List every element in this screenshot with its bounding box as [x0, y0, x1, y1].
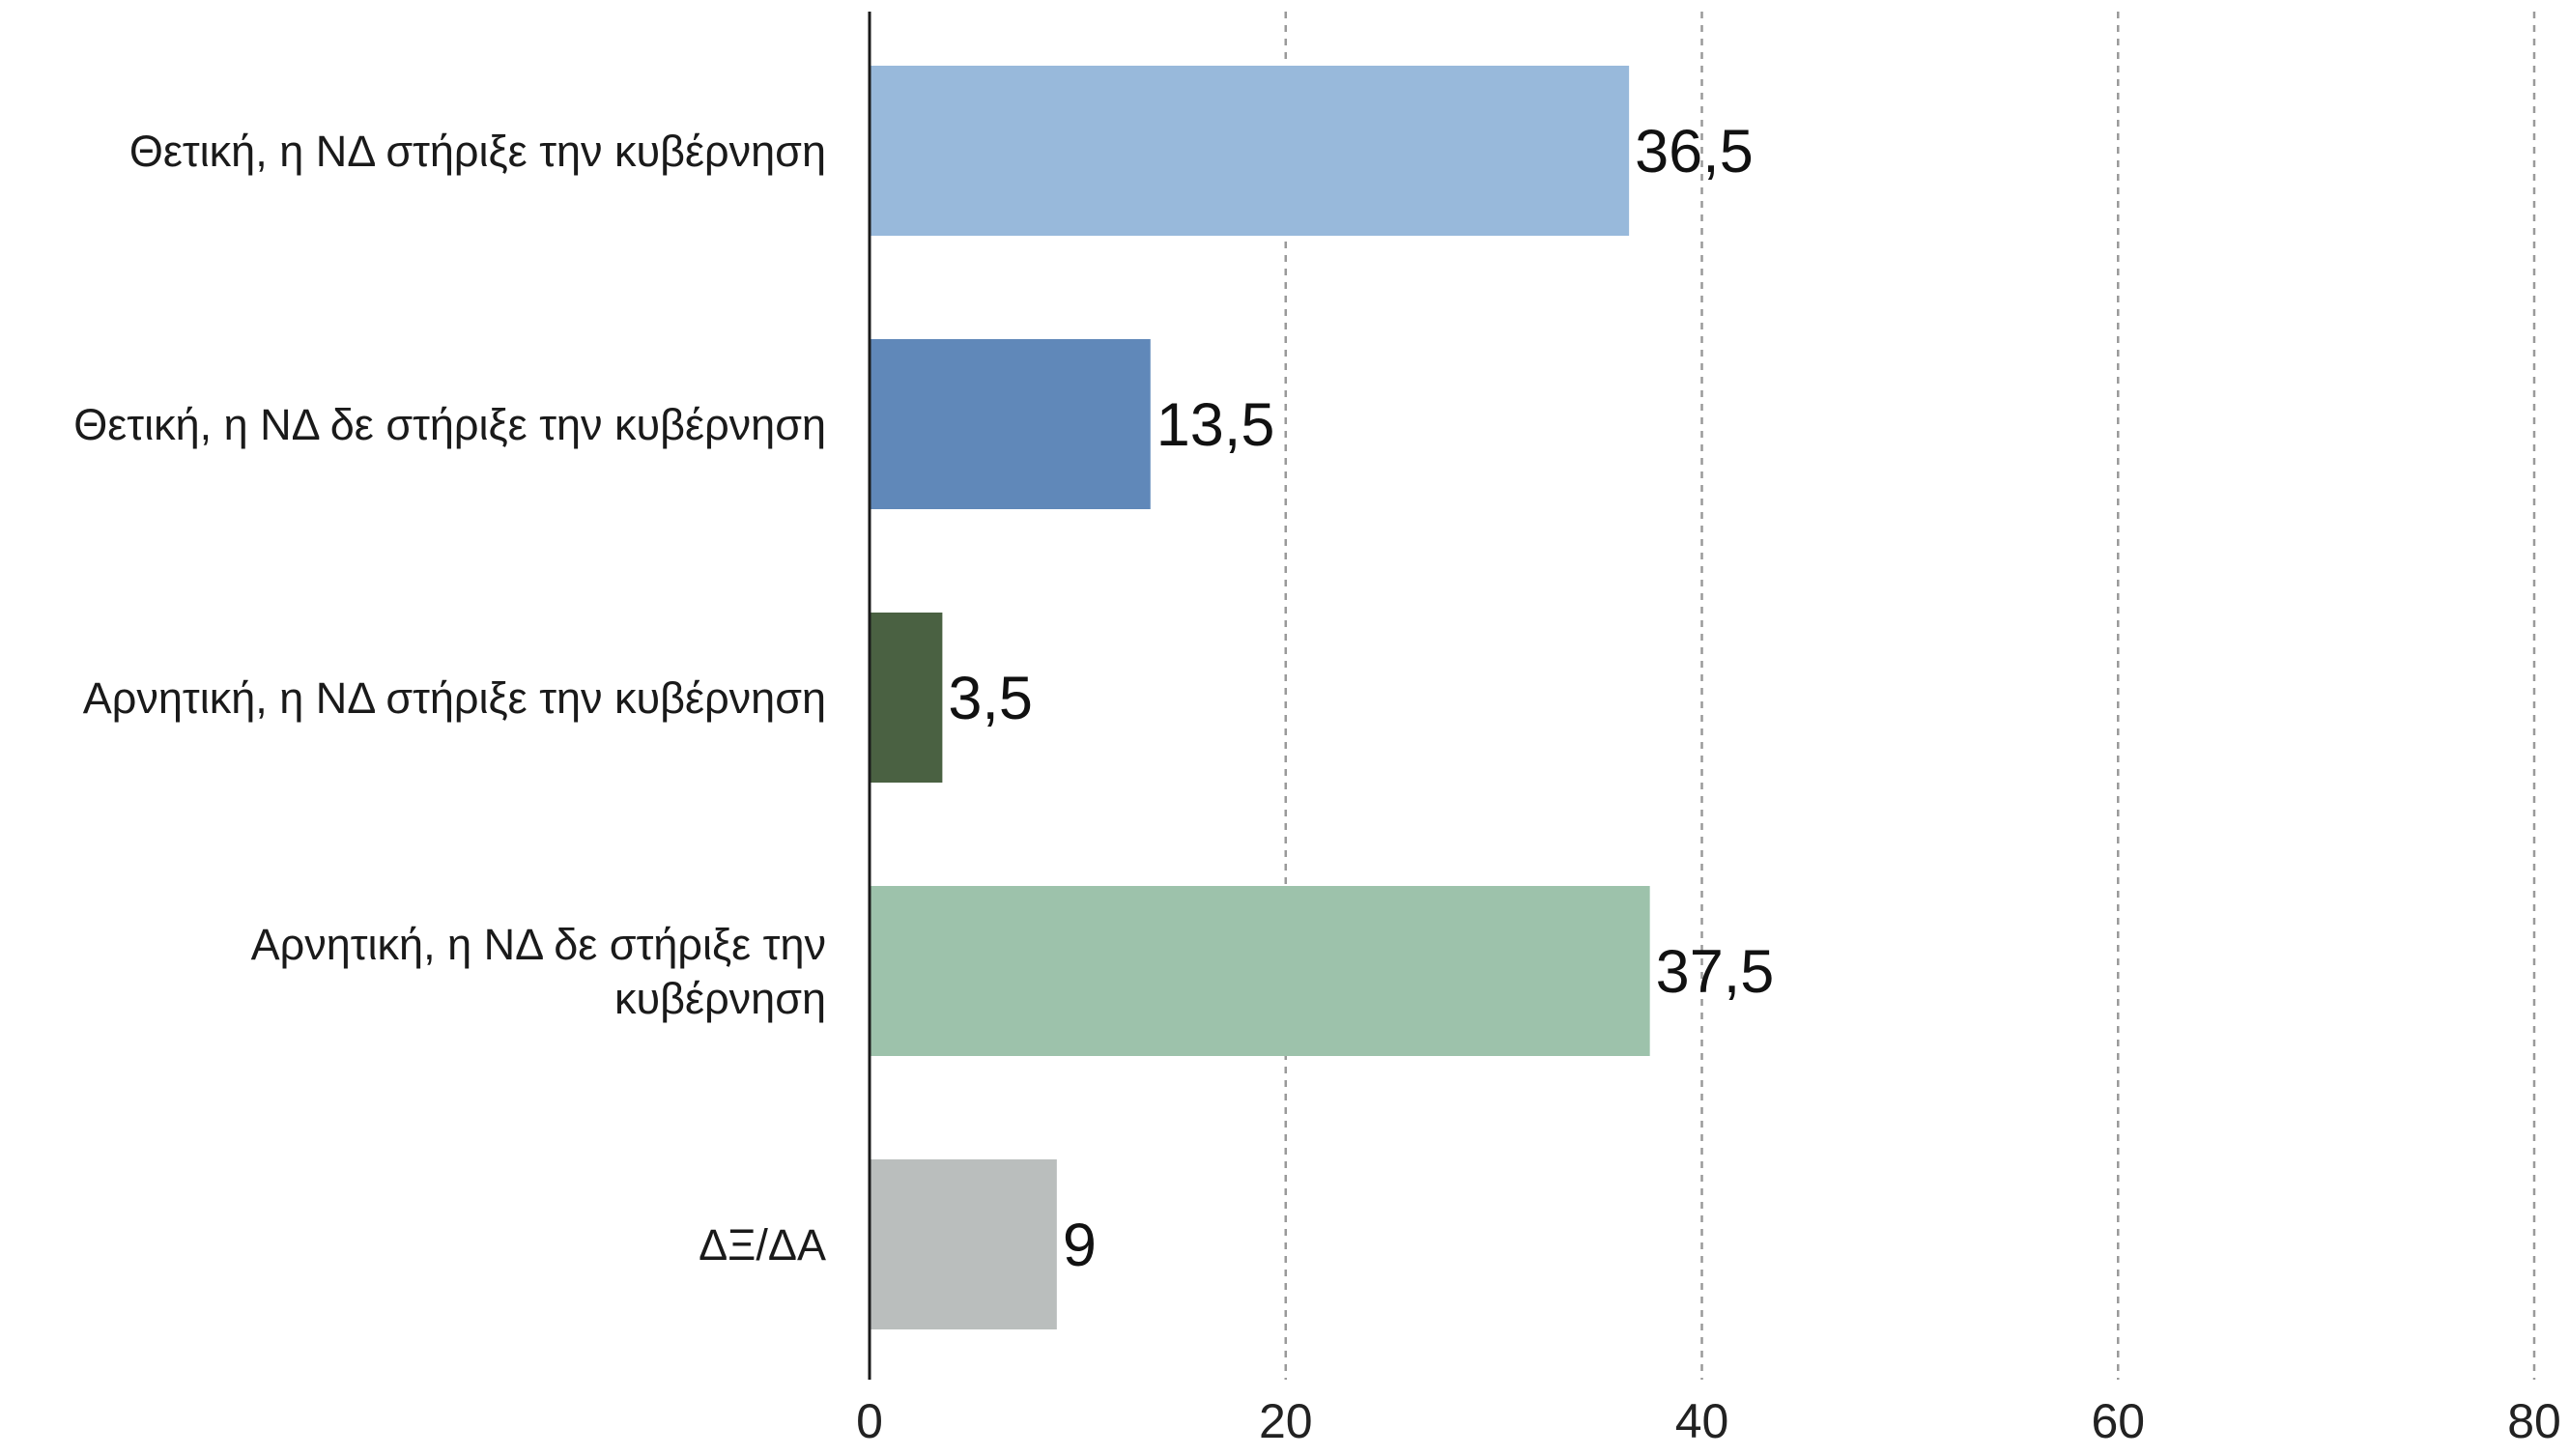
- value-label: 13,5: [1156, 391, 1275, 459]
- category-label: ΔΞ/ΔΑ: [699, 1220, 826, 1270]
- bar-4: [870, 1159, 1057, 1329]
- grid-layer: [1284, 12, 2536, 1380]
- x-tick-label: 60: [2091, 1394, 2145, 1448]
- bar-2: [870, 613, 943, 783]
- value-label: 3,5: [948, 665, 1033, 732]
- category-label: Αρνητική, η ΝΔ δε στήριξε την κυβέρνηση: [251, 920, 826, 1023]
- category-label: Αρνητική, η ΝΔ στήριξε την κυβέρνηση: [83, 673, 826, 723]
- x-tick-label: 20: [1259, 1394, 1313, 1448]
- category-label: Θετική, η ΝΔ στήριξε την κυβέρνηση: [129, 127, 826, 176]
- labels-layer: 0 20 40 60 80 36,5 Θετική, η ΝΔ στήριξε την κυ…: [73, 118, 2561, 1448]
- x-tick-label: 40: [1675, 1394, 1729, 1448]
- bars-layer: [870, 66, 1650, 1329]
- x-tick-label: 0: [856, 1394, 883, 1448]
- value-label: 9: [1063, 1212, 1097, 1279]
- value-label: 37,5: [1656, 938, 1775, 1006]
- bar-0: [870, 66, 1630, 236]
- bar-3: [870, 886, 1650, 1056]
- x-tick-label: 80: [2507, 1394, 2561, 1448]
- category-label: Θετική, η ΝΔ δε στήριξε την κυβέρνηση: [73, 400, 826, 449]
- bar-1: [870, 339, 1151, 509]
- value-label: 36,5: [1635, 118, 1754, 186]
